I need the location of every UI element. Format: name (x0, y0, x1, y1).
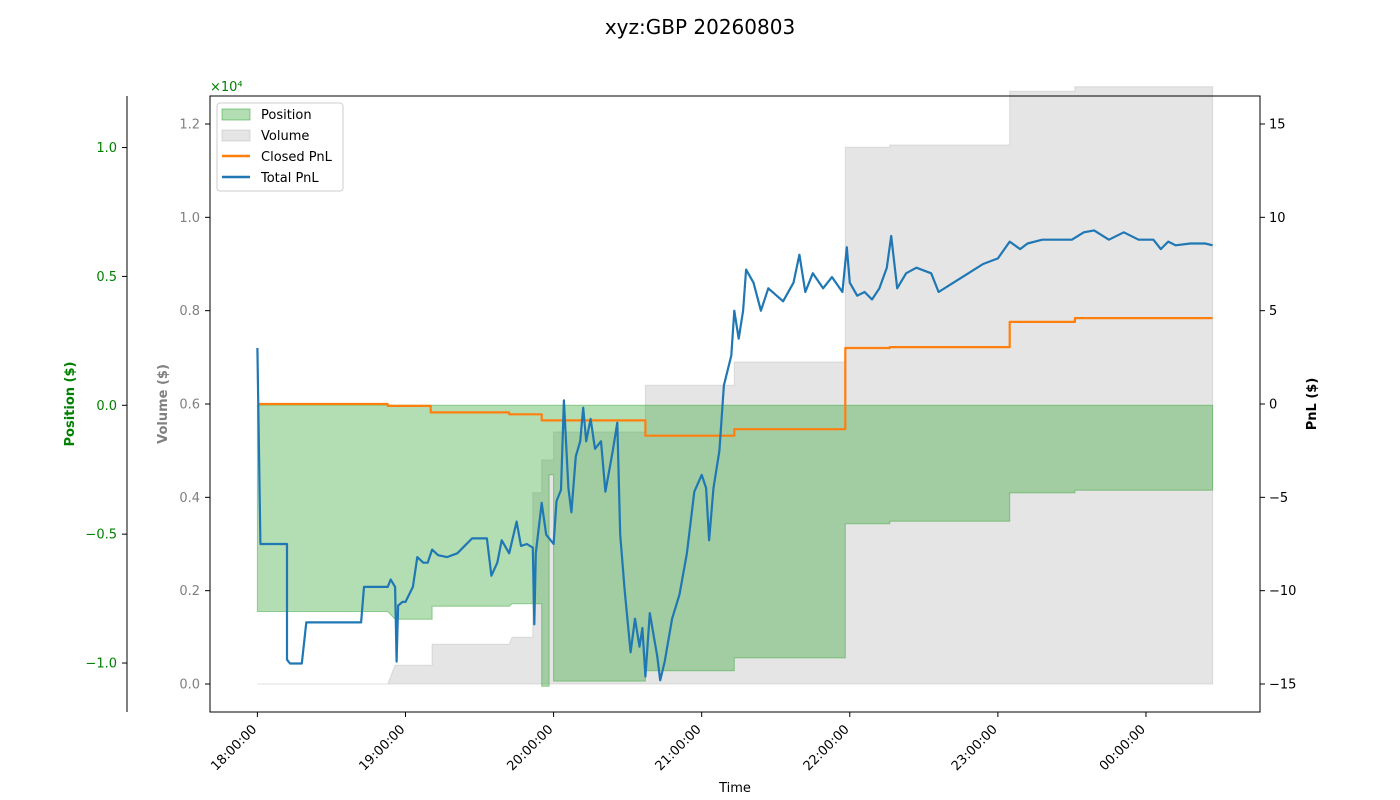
position-tick-label: 0.0 (96, 399, 117, 414)
pnl-tick-label: −15 (1269, 678, 1296, 693)
total-pnl-line (256, 229, 1213, 682)
x-tick-label: 22:00:00 (801, 722, 853, 774)
pnl-tick-label: 15 (1269, 118, 1286, 133)
position-tick-label: 0.5 (96, 270, 117, 285)
x-axis-label: Time (718, 781, 751, 796)
position-tick-label: −1.0 (85, 657, 117, 672)
plot-area (256, 86, 1214, 687)
volume-tick-label: 0.6 (179, 398, 200, 413)
closed-pnl-line (257, 317, 1213, 437)
pnl-axis-label: PnL ($) (1305, 378, 1320, 431)
position-tick-label: −0.5 (85, 528, 117, 543)
position-axis-label: Position ($) (63, 362, 78, 447)
chart-title: xyz:GBP 20260803 (605, 15, 795, 39)
legend-label-total-pnl: Total PnL (260, 171, 319, 186)
x-tick-label: 20:00:00 (505, 722, 557, 774)
pnl-tick-label: 5 (1269, 304, 1277, 319)
pnl-tick-label: 10 (1269, 211, 1286, 226)
legend-label-closed-pnl: Closed PnL (261, 150, 333, 165)
volume-tick-label: 0.2 (179, 584, 200, 599)
volume-tick-label: 1.2 (179, 118, 200, 133)
legend-box (216, 102, 344, 192)
position-area (256, 404, 1214, 687)
volume-multiplier-label: ×10⁴ (210, 80, 243, 95)
pnl-tick-label: 0 (1269, 398, 1277, 413)
pnl-tick-label: −5 (1269, 491, 1288, 506)
x-tick-label: 23:00:00 (949, 722, 1001, 774)
legend-label-position: Position (261, 108, 312, 123)
volume-tick-label: 1.0 (179, 211, 200, 226)
legend-label-volume: Volume (261, 129, 309, 144)
volume-area (257, 86, 1214, 685)
volume-tick-label: 0.8 (179, 304, 200, 319)
volume-axis-label: Volume ($) (156, 364, 171, 444)
volume-tick-label: 0.0 (179, 678, 200, 693)
volume-tick-label: 0.4 (179, 491, 200, 506)
x-tick-label: 21:00:00 (653, 722, 705, 774)
pnl-tick-label: −10 (1269, 584, 1296, 599)
x-tick-label: 00:00:00 (1097, 722, 1149, 774)
legend-swatch-volume (221, 129, 251, 142)
x-tick-label: 19:00:00 (356, 722, 408, 774)
legend-swatch-position (221, 108, 251, 121)
position-tick-label: 1.0 (96, 141, 117, 156)
legend: Position Volume Closed PnL Total PnL (216, 102, 344, 192)
x-tick-label: 18:00:00 (208, 722, 260, 774)
